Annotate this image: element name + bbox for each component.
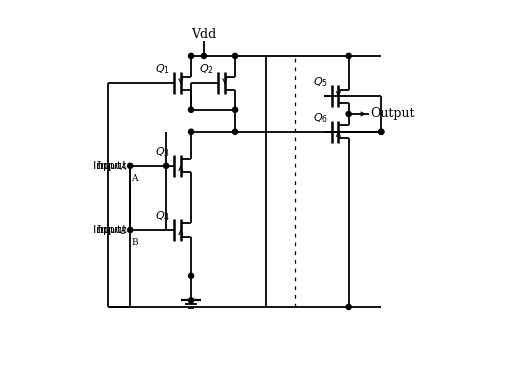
Text: $Q_{6}$: $Q_{6}$ [312,111,327,125]
Circle shape [188,273,193,278]
Circle shape [345,53,350,58]
Circle shape [378,129,383,134]
Circle shape [127,227,132,232]
Circle shape [188,129,193,134]
Circle shape [127,163,132,169]
Text: $\mathrm{Input}_A$: $\mathrm{Input}_A$ [91,159,127,173]
Circle shape [378,129,383,134]
Circle shape [232,53,237,58]
Text: $Q_{5}$: $Q_{5}$ [312,76,327,89]
Circle shape [232,107,237,112]
Text: Output: Output [369,108,414,121]
Text: $Q_{4}$: $Q_{4}$ [155,209,170,223]
Text: $Q_{3}$: $Q_{3}$ [155,145,170,159]
Text: Vdd: Vdd [191,28,216,41]
Circle shape [345,112,350,116]
Circle shape [201,53,206,58]
Text: Input: Input [96,161,127,171]
Circle shape [188,53,193,58]
Circle shape [345,304,350,310]
Circle shape [163,163,168,169]
Text: $Q_{1}$: $Q_{1}$ [155,62,170,76]
Text: B: B [131,238,137,247]
Circle shape [188,298,193,303]
Text: A: A [131,174,137,183]
Text: $\mathrm{Input}_B$: $\mathrm{Input}_B$ [91,223,127,237]
Text: $Q_{2}$: $Q_{2}$ [199,62,214,76]
Circle shape [232,129,237,134]
Circle shape [188,107,193,112]
Text: Input: Input [96,225,127,235]
